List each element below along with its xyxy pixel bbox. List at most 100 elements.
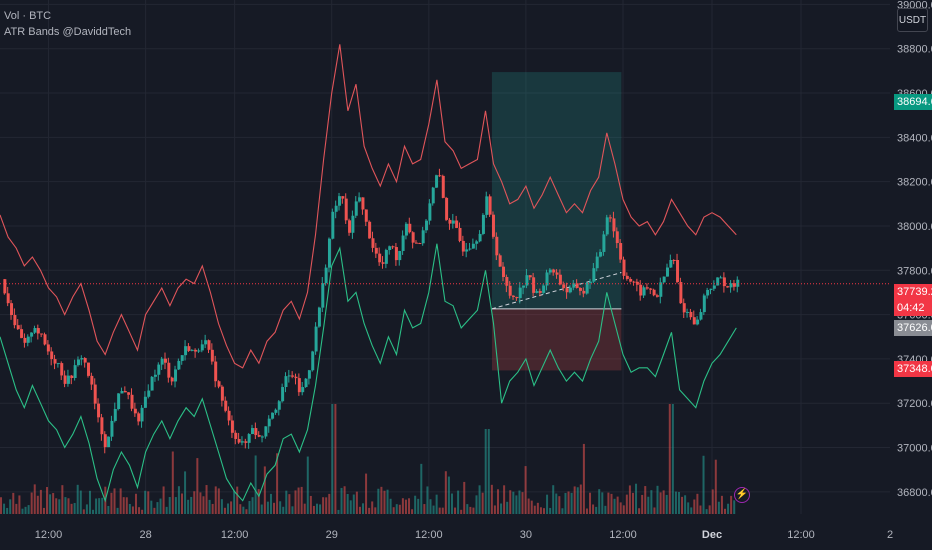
volume-bar [266,501,269,514]
candle-body [548,269,552,273]
volume-bar [383,490,386,514]
volume-bar [245,509,248,514]
volume-bar [144,490,147,514]
candle-body [659,282,663,297]
volume-bar [352,494,355,514]
volume-bar [524,466,527,514]
volume-bar [325,497,328,514]
currency-button[interactable]: USDT [897,8,928,32]
volume-bar [730,495,733,514]
volume-bar [653,507,656,514]
volume-bar [677,492,680,514]
volume-bar [61,485,64,514]
candle-body [458,227,462,241]
volume-bar [98,498,101,514]
candle-body [639,284,643,296]
volume-bar [417,498,420,514]
candle-body [344,198,348,221]
volume-bar [429,499,432,514]
volume-bar [543,508,546,514]
candle-body [93,384,97,404]
volume-bar [527,498,530,514]
candle-body [662,276,666,283]
candle-body [689,311,693,318]
volume-bar [546,494,549,514]
volume-bar [699,505,702,514]
candle-body [200,344,204,351]
volume-bar [88,490,91,514]
candle-body [682,303,686,313]
volume-bar [509,490,512,514]
volume-bar [435,494,438,514]
x-tick-label: Dec [702,529,722,541]
candle-body [672,259,676,261]
candle-body [612,218,616,232]
volume-bar [260,504,263,514]
y-tick-label: 38400.0 [897,132,932,144]
candle-body [582,290,586,294]
band-upper-line [0,44,737,369]
candle-body [187,346,191,351]
candle-body [669,259,673,268]
volume-bar [631,492,634,514]
candle-body [461,240,465,252]
candle-body [448,219,452,224]
candle-body [518,287,522,299]
candle-body [20,329,24,338]
volume-bar [362,503,365,514]
volume-bar [724,508,727,514]
volume-bar [714,459,717,514]
volume-bar [610,493,613,514]
candle-body [702,295,706,313]
candle-body [686,311,690,313]
candle-body [368,221,372,239]
volume-bar [585,508,588,514]
volume-bar [113,488,116,514]
volume-bar [711,489,714,514]
volume-bar [282,506,285,514]
volume-bar [285,490,288,514]
candle-body [508,285,512,296]
candle-body [589,281,593,283]
volume-bar [208,499,211,514]
volume-bar [24,506,27,514]
candle-body [80,358,84,360]
candle-body [481,214,485,234]
volume-bar [181,493,184,514]
countdown-label: 04:42 [894,300,932,316]
y-tick-label: 37800.0 [897,265,932,277]
lightning-icon[interactable]: ⚡ [734,487,750,503]
volume-bar [659,492,662,514]
volume-bar [696,493,699,514]
candle-body [398,250,402,261]
volume-bar [490,484,493,514]
candle-body [522,285,526,288]
candle-body [90,375,94,385]
candle-body [712,285,716,289]
volume-bar [720,495,723,514]
candle-body [100,417,104,435]
volume-bar [122,497,125,514]
candle-body [180,355,184,361]
candle-body [451,220,455,224]
volume-bar [530,500,533,514]
candle-body [153,374,157,377]
volume-bar [42,507,45,514]
candle-body [381,262,385,264]
candle-body [240,441,244,443]
x-tick-label: 29 [326,529,338,541]
candle-body [505,276,509,286]
volume-bar [76,484,79,514]
candle-body [545,272,549,286]
volume-bar [294,490,297,514]
volume-bar [365,473,368,514]
candle-body [297,378,301,393]
candle-body [425,220,429,231]
volume-bar [55,498,58,514]
candle-body [364,209,368,222]
candle-body [341,196,345,199]
candle-body [167,362,171,378]
volume-bar [398,504,401,514]
